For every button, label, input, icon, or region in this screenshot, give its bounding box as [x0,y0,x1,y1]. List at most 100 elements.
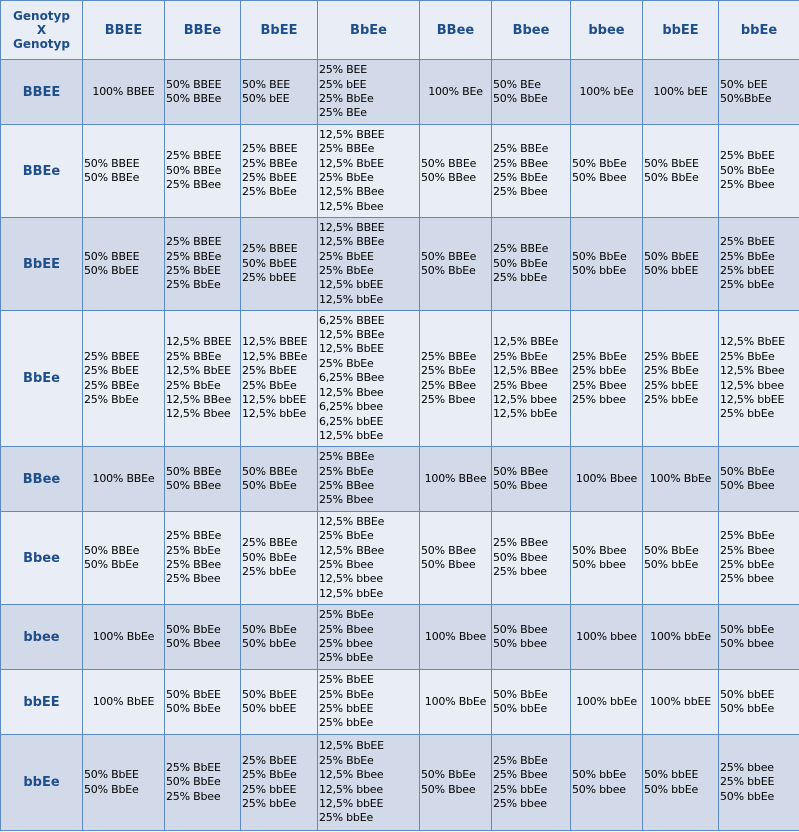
cell-line: 25% bbEe [319,651,374,665]
cell: 100% bbee [570,604,643,670]
cell: 50% BbEe 50% Bbee [164,604,241,670]
cell: 100% BBee [419,446,492,512]
cell: 50% bbEE 50% bbEe [642,734,719,831]
cell-line: 50% bbee [720,637,774,650]
cell-line: 50% BbEe [644,171,699,184]
cell-line: 100% Bbee [424,629,487,643]
column-header: BBee [419,0,492,60]
cell-line: 50% bbEE [644,264,699,277]
cell-line: 50% BBEe [421,156,477,170]
cell-line: 50% BBEe [84,171,140,184]
cell-line: 25% Bbee [572,378,627,392]
cell-line: 25% bbEE [720,775,775,789]
cell-line: 50% bbEE [644,768,699,782]
cell-line: 50% BbEE [644,156,699,170]
cell: 12,5% BBEe 25% BbEe 12,5% BBee 25% Bbee 12,5… [491,310,571,447]
cell-line: 25% BbEE [319,673,374,687]
cell: 50% BbEe 50% Bbee [718,446,799,512]
column-header: bbEe [718,0,799,60]
cell-line: 12,5% bbEE [242,392,307,406]
table-row: BBee 100% BBEe 50% BBEe 50% BBee 50% BBEe 50%… [0,446,799,512]
cell: 50% BbEe 50% Bbee [570,124,643,218]
cell-line: 12,5% BBee [166,392,232,406]
cell-line: 50% BbEe [242,479,297,492]
cell-line: 25% BbEE [84,364,139,378]
cell-line: 50% Bbee [493,479,548,492]
cell-line: 25% BBEE [242,142,298,156]
cell-line: 25% BbEe [319,264,374,277]
cell: 100% BBEE [82,59,165,125]
cell: 25% BBEe 25% BBee 25% BbEe 25% Bbee [491,124,571,218]
cell-line: 25% bEE [319,77,367,91]
cell-line: 12,5% BbEE [166,364,231,378]
cell-line: 12,5% bbee [720,378,784,392]
cell-line: 25% Bbee [720,543,775,557]
cell-line: 50% bbEe [572,264,627,277]
cell: 50% bbEe 50% bbee [570,734,643,831]
cell-line: 25% Bbee [319,622,374,636]
cell-line: 25% BEe [319,106,367,120]
cell-line: 25% BbEE [242,171,297,184]
cell: 6,25% BBEE 12,5% BBEe 12,5% BbEE 25% BbEe 6,… [317,310,420,447]
cell: 50% BEE 50% bEE [240,59,318,125]
cell-line: 50% BbEe [421,264,476,277]
cell-line: 25% BBEE [242,242,298,256]
cell-line: 25% BbEe [166,378,221,392]
cell-line: 25% BBEe [242,156,298,170]
cell-line: 50% BbEe [572,156,627,170]
cell: 100% BbEe [419,669,492,735]
cell-line: 25% BbEe [493,753,548,767]
cell-line: 25% bbEe [319,716,374,730]
cell: 100% Bbee [570,446,643,512]
cell-line: 12,5% bbEE [720,392,785,406]
cell-line: 25% BBEe [166,529,222,543]
cell-line: 50% BBEe [84,543,140,557]
cell: 25% BbEE 25% BbEe 25% bbEE 25% bbEe [642,310,719,447]
cell-line: 25% bbEE [242,271,297,285]
cell-line: 25% BBEe [319,450,375,464]
cell-line: 25% BbEe [493,349,548,363]
cell-line: 50% BbEe [166,622,221,636]
cell-line: 25% BBEe [493,142,549,156]
cell: 100% bEE [642,59,719,125]
cell-line: 12,5% bbEE [319,278,384,292]
cell-line: 25% BbEe [319,171,374,184]
cell-line: 12,5% bbEe [493,407,558,421]
row-header: Bbee [0,511,83,605]
cell-line: 25% BbEe [319,753,374,767]
corner-line: X [36,23,47,37]
cell-line: 12,5% bbEe [319,586,384,600]
cell-line: 25% BbEe [242,378,297,392]
corner-line: Genotyp [13,37,70,51]
cell-line: 50% bbee [493,637,547,650]
cell-line: 12,5% BbEE [319,739,384,753]
cell-line: 25% bbEe [493,271,548,285]
corner-line: Genotyp [13,9,70,23]
cell-line: 50% BbEe [166,702,221,715]
cell: 25% BBEe 25% BbEe 25% BBee 25% Bbee [164,511,241,605]
cell-line: 50% bbEe [720,622,775,636]
cell-line: 25% bbEe [644,392,699,406]
cell: 25% BBEe 50% BbEe 25% bbEe [240,511,318,605]
column-header: BbEe [317,0,420,60]
cell-line: 25% BBee [166,178,221,192]
cell-line: 12,5% BBEe [242,349,308,363]
cell-line: 50% BbEe [242,622,297,636]
cell-line: 100% BEe [428,84,483,98]
cell-line: 25% bbEe [242,565,297,579]
cell: 25% BBEE 25% BBEe 25% BbEE 25% BbEe [164,217,241,311]
cell-line: 12,5% BBEe [319,235,385,249]
table-row: bbEE 100% BbEE 50% BbEE 50% BbEe 50% BbEE 50%… [0,669,799,735]
cell-line: 100% bbEe [576,694,637,708]
cell-line: 12,5% bbee [319,572,383,586]
cell-line: 12,5% BBEE [319,127,385,141]
cell: 100% BbEe [82,604,165,670]
cell: 25% BbEe 25% Bbee 25% bbee 25% bbEe [317,604,420,670]
cell-line: 100% BbEe [649,471,712,485]
cell-line: 25% bbEe [720,407,775,421]
cell-line: 25% bbEe [720,558,775,571]
cell-line: 50% BbEe [242,550,297,564]
cell: 50% bbEE 50% bbEe [718,669,799,735]
